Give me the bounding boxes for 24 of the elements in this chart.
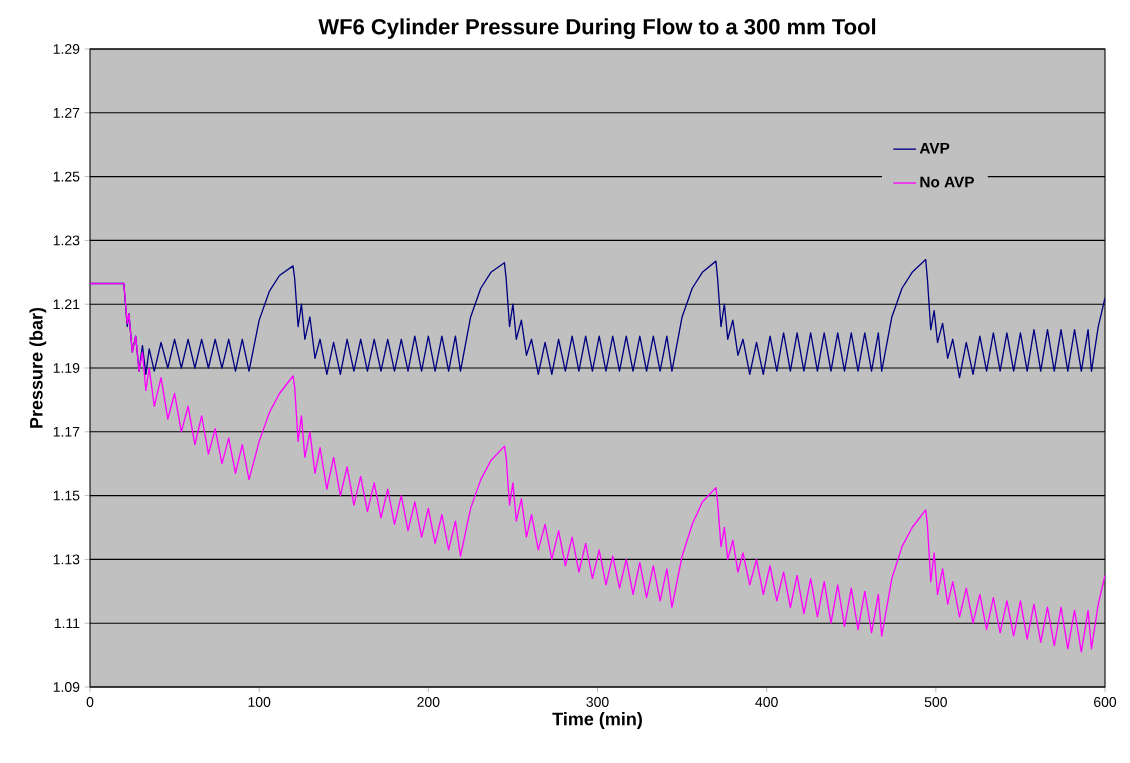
y-tick-label: 1.17 — [53, 426, 80, 437]
x-tick-label: 500 — [924, 697, 947, 707]
y-axis-title: Pressure (bar) — [29, 307, 47, 428]
y-tick-label: 1.29 — [53, 44, 80, 54]
x-axis-title: Time (min) — [552, 712, 642, 729]
x-tick-label: 100 — [248, 697, 271, 707]
x-tick-label: 200 — [417, 697, 440, 707]
x-tick-label: 300 — [586, 697, 609, 707]
legend-label: No AVP — [920, 176, 974, 188]
y-tick-label: 1.25 — [53, 171, 80, 182]
x-tick-label: 600 — [1094, 697, 1117, 707]
y-tick-label: 1.21 — [53, 299, 80, 310]
chart-title: WF6 Cylinder Pressure During Flow to a 300 mm Tool — [318, 18, 876, 39]
y-tick-label: 1.15 — [53, 490, 80, 501]
y-tick-label: 1.13 — [53, 554, 80, 565]
y-tick-label: 1.09 — [53, 682, 80, 692]
line-series — [90, 282, 1106, 653]
y-tick-label: 1.19 — [53, 363, 80, 373]
y-tick-label: 1.11 — [54, 618, 80, 629]
x-tick-label: 400 — [755, 697, 778, 707]
legend-label: AVP — [919, 142, 950, 154]
y-tick-label: 1.27 — [53, 107, 80, 118]
x-tick-label: 0 — [86, 697, 94, 707]
y-tick-label: 1.23 — [53, 235, 80, 246]
